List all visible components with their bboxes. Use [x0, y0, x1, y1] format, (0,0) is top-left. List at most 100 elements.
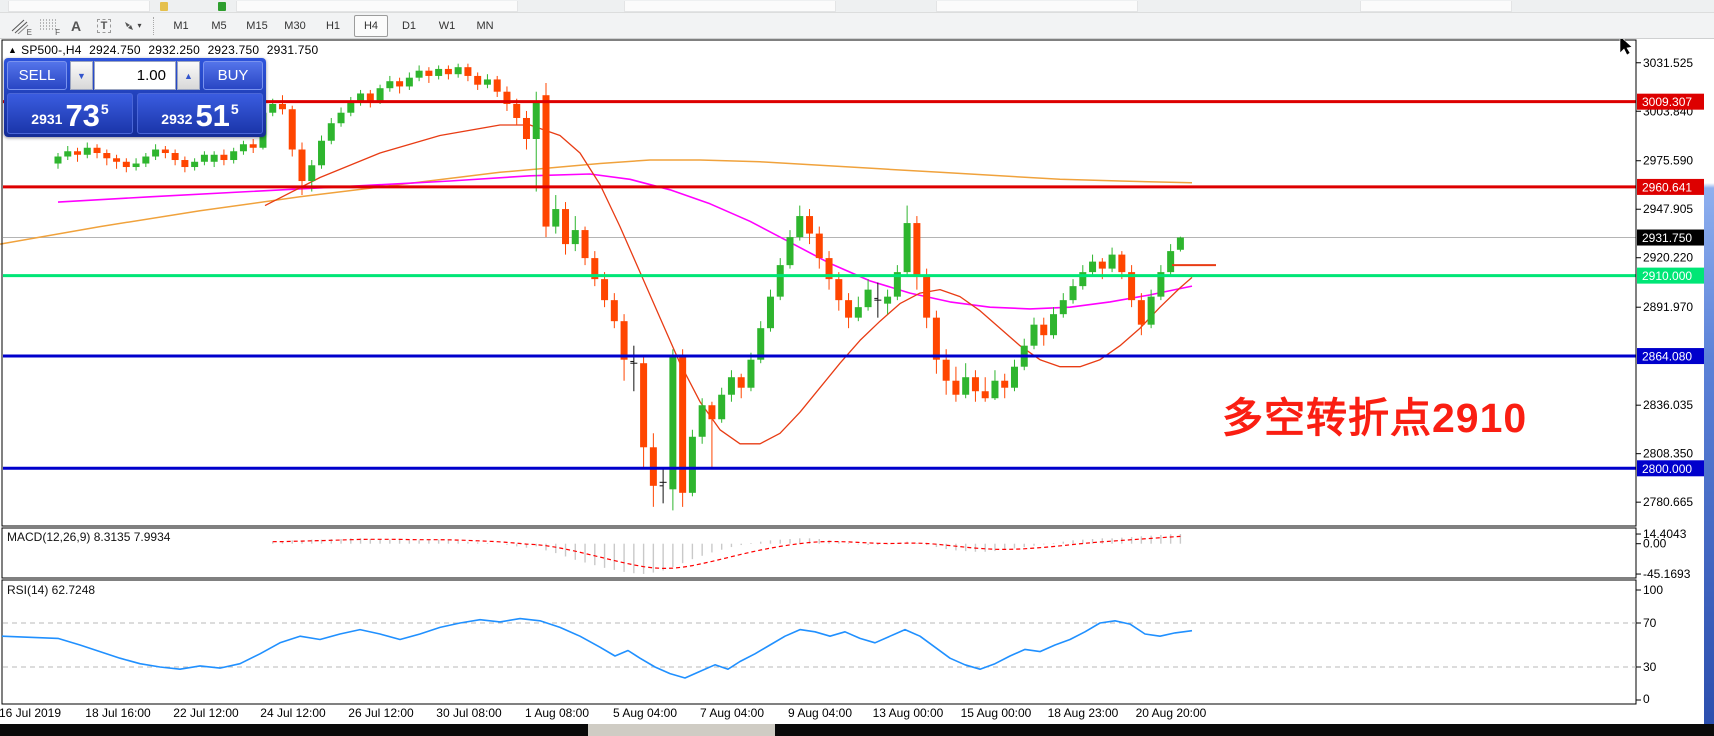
date-label: 18 Aug 23:00 [1048, 706, 1119, 720]
chart-title: ▲ SP500-,H4 2924.750 2932.250 2923.750 29… [8, 43, 322, 57]
svg-text:14.4043: 14.4043 [1643, 527, 1687, 541]
timeframe-button-M5[interactable]: M5 [211, 19, 227, 32]
svg-text:3009.307: 3009.307 [1642, 95, 1692, 109]
date-label: 5 Aug 04:00 [613, 706, 677, 720]
ohlc-close: 2931.750 [266, 43, 319, 57]
svg-text:2931.750: 2931.750 [1642, 231, 1692, 245]
date-label: 24 Jul 12:00 [260, 706, 326, 720]
svg-text:3031.525: 3031.525 [1643, 56, 1693, 70]
sell-button[interactable]: SELL [7, 61, 67, 90]
window-right-edge [1704, 38, 1714, 724]
buy-button[interactable]: BUY [203, 61, 263, 90]
timeframe-button-MN[interactable]: MN [476, 19, 494, 32]
date-label: 13 Aug 00:00 [873, 706, 944, 720]
buy-price-sup: 5 [230, 101, 239, 117]
rsi-indicator: 100 70 30 0 [1, 583, 1663, 706]
rsi-indicator-label: RSI(14) 62.7248 [7, 583, 96, 597]
sell-price-sup: 5 [100, 101, 109, 117]
date-label: 20 Aug 20:00 [1136, 706, 1207, 720]
one-click-trade-panel: SELL ▼ 1.00 ▲ BUY 2931 73 5 2932 51 5 [4, 58, 266, 137]
svg-text:0.00: 0.00 [1643, 537, 1667, 551]
svg-text:2910.000: 2910.000 [1642, 269, 1692, 283]
buy-price-small: 2932 [161, 111, 193, 127]
arrows-tool-icon[interactable]: ▾ [119, 15, 145, 36]
toolbar-separator [153, 16, 155, 35]
svg-text:2864.080: 2864.080 [1642, 350, 1692, 364]
timeframe-button-W1[interactable]: W1 [438, 19, 456, 32]
ohlc-low: 2923.750 [207, 43, 260, 57]
timeframe-button-H4[interactable]: H4 [354, 14, 388, 37]
price-badge-2910.000 [1637, 267, 1709, 284]
svg-text:2975.590: 2975.590 [1643, 154, 1693, 168]
chart-panes [1, 39, 1637, 705]
date-label: 16 Jul 2019 [0, 706, 61, 720]
svg-text:0: 0 [1643, 692, 1650, 706]
mouse-cursor [1619, 35, 1633, 56]
timeframe-button-M15[interactable]: M15 [246, 19, 268, 32]
top-strip-buttons [624, 1, 836, 12]
equidistant-channel-tool-icon[interactable]: E [7, 15, 33, 37]
date-label: 22 Jul 12:00 [173, 706, 239, 720]
svg-text:2808.350: 2808.350 [1643, 447, 1693, 461]
sell-price-big: 73 [65, 98, 100, 134]
sell-quote[interactable]: 2931 73 5 [7, 93, 133, 134]
date-label: 26 Jul 12:00 [348, 706, 414, 720]
rsi-line [1, 617, 1193, 679]
moving-averages [0, 124, 1193, 445]
price-badge-2931.750 [1637, 229, 1709, 246]
timeframe-button-M1[interactable]: M1 [173, 19, 189, 32]
candlesticks [54, 63, 1184, 511]
price-axis-badges: 3009.307 2960.641 2931.750 2910.000 2864.080… [1637, 93, 1709, 477]
ma-mid-magenta [57, 173, 1193, 310]
date-label: 15 Aug 00:00 [961, 706, 1032, 720]
svg-text:2947.905: 2947.905 [1643, 202, 1693, 216]
svg-text:100: 100 [1643, 583, 1663, 597]
buy-price-big: 51 [195, 98, 230, 134]
ma-fast-red [264, 124, 1193, 445]
top-strip-buttons [936, 1, 1138, 12]
svg-text:-45.1693: -45.1693 [1643, 567, 1691, 581]
one-click-collapse-icon[interactable]: ▲ [8, 45, 18, 55]
svg-text:2836.035: 2836.035 [1643, 398, 1693, 412]
ohlc-high: 2932.250 [148, 43, 201, 57]
volume-increase-button[interactable]: ▲ [177, 61, 200, 90]
date-label: 18 Jul 16:00 [85, 706, 151, 720]
timeframe-button-H1[interactable]: H1 [325, 19, 341, 32]
top-strip-buttons [8, 1, 150, 12]
svg-text:2891.970: 2891.970 [1643, 300, 1693, 314]
svg-text:30: 30 [1643, 660, 1657, 674]
chart-toolbar: E F A T ▾ M1 M5 M15 M30 H1 H4 D1 W1 MN [0, 13, 1714, 39]
volume-input[interactable]: 1.00 [94, 61, 176, 90]
svg-text:70: 70 [1643, 616, 1657, 630]
bottom-bar-gap [588, 724, 775, 736]
text-tool-icon[interactable]: A [70, 17, 82, 34]
timeframe-button-M30[interactable]: M30 [284, 19, 306, 32]
buy-quote[interactable]: 2932 51 5 [137, 93, 263, 134]
window-top-strip [0, 0, 1714, 13]
price-badge-3009.307 [1637, 93, 1709, 110]
bottom-bar [0, 724, 1714, 736]
ohlc-open: 2924.750 [89, 43, 141, 57]
date-label: 30 Jul 08:00 [436, 706, 502, 720]
top-strip-yellow-icon [160, 2, 168, 11]
ma-slow-orange [0, 159, 1193, 245]
price-badge-2800.000 [1637, 460, 1709, 477]
svg-text:2920.220: 2920.220 [1643, 251, 1693, 265]
macd-signal-line [272, 535, 1181, 570]
price-axis: 3031.5253003.8402975.5902947.9052920.220… [1636, 56, 1693, 509]
symbol-timeframe: SP500-,H4 [21, 43, 82, 57]
timeframe-button-D1[interactable]: D1 [401, 19, 417, 32]
svg-text:2960.641: 2960.641 [1642, 180, 1692, 194]
date-label: 7 Aug 04:00 [700, 706, 764, 720]
text-label-tool-icon[interactable]: T [91, 15, 117, 36]
fibonacci-retracement-tool-icon[interactable]: F [40, 19, 60, 37]
price-badge-2960.641 [1637, 178, 1709, 195]
date-label: 1 Aug 08:00 [525, 706, 589, 720]
svg-text:2800.000: 2800.000 [1642, 462, 1692, 476]
top-strip-buttons [236, 1, 518, 12]
price-badge-2864.080 [1637, 348, 1709, 365]
date-label: 9 Aug 04:00 [788, 706, 852, 720]
volume-decrease-button[interactable]: ▼ [70, 61, 93, 90]
